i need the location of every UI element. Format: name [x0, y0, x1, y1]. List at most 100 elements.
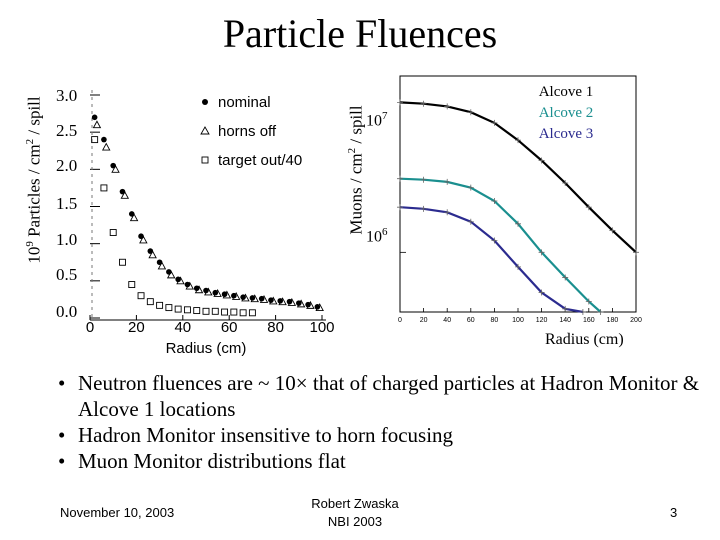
muon-data-marker — [491, 197, 498, 204]
muon-data-marker — [420, 205, 427, 212]
right-xtick-label: 160 — [583, 317, 595, 324]
target-out-point — [128, 281, 136, 288]
muon-data-marker — [397, 204, 403, 211]
left-xtick-label: 60 — [221, 319, 238, 336]
footer-date: November 10, 2003 — [60, 505, 175, 520]
target-out-point — [193, 307, 201, 315]
target-out-point — [248, 309, 256, 317]
horns-off-point — [222, 290, 232, 299]
right-legend-label: Alcove 1 — [539, 84, 594, 100]
right-ytick-label-1e6: 106 — [366, 226, 388, 246]
target-out-point — [239, 309, 247, 317]
muon-data-marker — [562, 274, 569, 281]
slide-title: Particle Fluences — [222, 11, 498, 56]
muon-data-marker — [491, 119, 498, 126]
left-xtick-label: 40 — [174, 319, 191, 336]
left-ytick-label: 1.0 — [56, 230, 78, 249]
right-ylabel-exponent: 2 — [346, 147, 358, 154]
nominal-point — [175, 276, 181, 283]
horns-off-point — [120, 190, 130, 199]
right-chart-y-axis-label: Muons / cm2 / spill — [342, 65, 366, 275]
legend-label: horns off — [218, 123, 277, 140]
legend-target-out-marker — [201, 156, 209, 164]
horns-off-point — [194, 285, 204, 294]
horns-off-point — [185, 281, 195, 290]
left-x-axis-label: Radius (cm) — [166, 340, 247, 357]
target-out-point — [183, 306, 191, 314]
left-ytick-label: 2.0 — [56, 156, 78, 175]
target-out-point — [119, 258, 126, 266]
left-xtick-label: 80 — [267, 319, 284, 336]
target-out-point — [146, 298, 154, 306]
target-out-point — [109, 229, 117, 236]
horns-off-point — [101, 142, 111, 151]
horns-off-point — [204, 287, 213, 296]
right-xtick-label: 0 — [398, 317, 402, 324]
right-xtick-label: 60 — [467, 317, 475, 324]
muon-data-marker — [420, 100, 427, 107]
muon-data-marker — [538, 289, 545, 296]
horns-off-point — [250, 294, 259, 303]
footer-conference: NBI 2003 — [327, 514, 383, 529]
horns-off-point — [148, 250, 157, 259]
nominal-point — [101, 136, 107, 143]
bullet-item: Hadron Monitor insensitive to horn focus… — [58, 422, 708, 448]
right-legend-label: Alcove 2 — [539, 105, 594, 121]
horns-off-point — [306, 300, 315, 309]
muon-data-marker — [579, 309, 586, 315]
right-legend-label: Alcove 3 — [539, 126, 594, 142]
horns-off-point — [213, 289, 222, 297]
left-ytick-label: 2.5 — [56, 121, 78, 140]
right-ylabel-end: / spill — [346, 105, 366, 148]
target-out-point — [156, 301, 164, 309]
muon-data-marker — [397, 99, 403, 106]
left-ytick-label: 0.5 — [56, 265, 78, 284]
muon-data-marker — [515, 263, 521, 270]
footer-author-name: Robert Zwaska — [311, 496, 399, 511]
nominal-point — [91, 114, 98, 121]
muon-data-marker — [467, 184, 474, 191]
muon-data-marker — [585, 204, 592, 211]
right-xtick-label: 80 — [491, 317, 499, 324]
right-ytick-base: 10 — [366, 228, 382, 246]
target-out-point — [100, 184, 108, 192]
horns-off-point — [166, 270, 176, 279]
horns-off-point — [139, 235, 148, 244]
target-out-point — [221, 308, 229, 316]
right-xtick-label: 120 — [536, 317, 548, 324]
right-xtick-label: 100 — [512, 317, 524, 324]
muon-data-marker — [467, 218, 474, 225]
footer-page-number: 3 — [670, 505, 678, 520]
nominal-point — [203, 287, 209, 294]
right-xtick-label: 180 — [607, 317, 619, 324]
left-ytick-label: 0.0 — [56, 302, 78, 321]
right-xtick-label: 140 — [559, 317, 571, 324]
right-xtick-label: 20 — [420, 317, 428, 324]
legend-label: target out/40 — [218, 152, 302, 169]
bullet-list: Neutron fluences are ~ 10× that of charg… — [58, 370, 708, 474]
horns-off-point — [259, 294, 269, 303]
right-ytick-exponent: 7 — [382, 110, 388, 122]
left-ytick-label: 1.5 — [56, 194, 78, 213]
left-xtick-label: 20 — [128, 319, 145, 336]
muon-data-marker — [633, 249, 639, 256]
muon-data-marker — [562, 305, 569, 312]
muon-data-marker — [444, 103, 451, 110]
bullet-item: Muon Monitor distributions flat — [58, 448, 708, 474]
muon-data-marker — [444, 178, 451, 185]
muon-data-marker — [597, 309, 604, 315]
left-ylabel-area-exponent: 2 — [24, 138, 36, 145]
horns-off-point — [287, 297, 297, 306]
left-ylabel-base: 10 — [24, 246, 44, 264]
horns-off-point — [92, 120, 102, 129]
legend-nominal-marker — [202, 99, 208, 105]
right-plot-frame — [399, 75, 637, 313]
right-xtick-label: 200 — [630, 317, 642, 324]
target-out-point — [165, 304, 173, 312]
nominal-point — [184, 281, 191, 288]
target-out-point — [174, 305, 182, 313]
muon-data-marker — [420, 176, 427, 183]
muon-data-marker — [397, 175, 403, 182]
horns-off-point — [241, 293, 250, 302]
